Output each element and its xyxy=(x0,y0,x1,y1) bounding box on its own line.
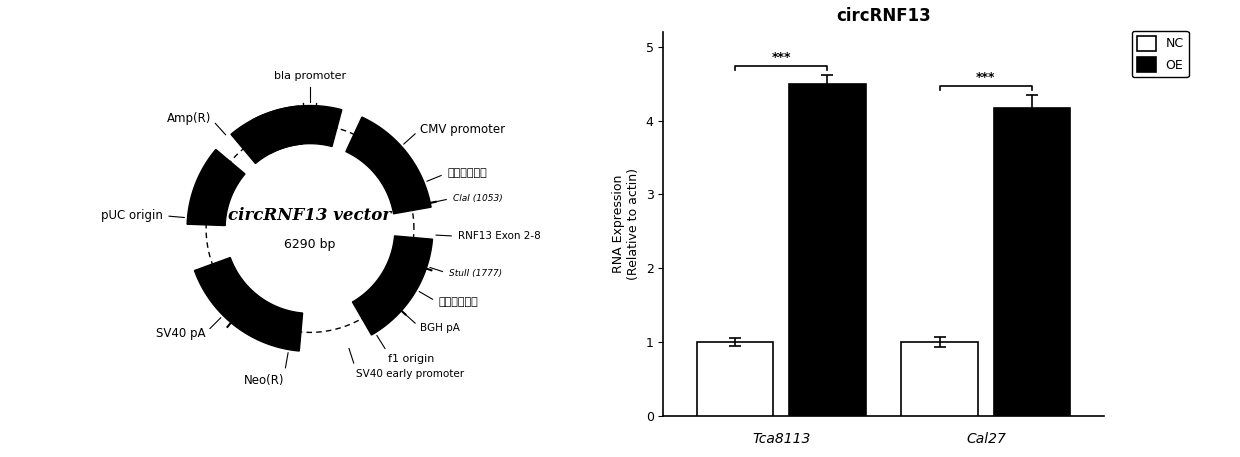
Text: Neo(R): Neo(R) xyxy=(244,374,284,387)
Text: RNF13 Exon 2-8: RNF13 Exon 2-8 xyxy=(458,231,541,241)
Text: pUC origin: pUC origin xyxy=(100,209,162,222)
Text: CMV promoter: CMV promoter xyxy=(420,123,505,136)
Text: ***: *** xyxy=(771,52,791,64)
Polygon shape xyxy=(320,106,337,144)
Text: f1 origin: f1 origin xyxy=(388,354,435,364)
Polygon shape xyxy=(352,236,433,335)
Bar xyxy=(697,342,774,416)
Text: 下游成环序列: 下游成环序列 xyxy=(438,298,477,308)
Text: ClaI (1053): ClaI (1053) xyxy=(453,194,502,203)
Y-axis label: RNA Expression
(Relative to actin): RNA Expression (Relative to actin) xyxy=(613,168,640,280)
Text: Cal27: Cal27 xyxy=(966,432,1006,446)
Bar xyxy=(789,84,866,416)
Text: BGH pA: BGH pA xyxy=(420,323,460,333)
Polygon shape xyxy=(201,264,236,286)
Bar xyxy=(993,108,1070,416)
Text: bla promoter: bla promoter xyxy=(274,70,346,80)
Polygon shape xyxy=(362,295,386,325)
Legend: NC, OE: NC, OE xyxy=(1132,31,1189,77)
Polygon shape xyxy=(231,106,342,164)
Text: circRNF13 vector: circRNF13 vector xyxy=(228,207,392,224)
Polygon shape xyxy=(391,191,427,211)
Text: 上游成环序列: 上游成环序列 xyxy=(448,168,487,178)
Polygon shape xyxy=(206,162,238,184)
Bar xyxy=(901,342,978,416)
Title: circRNF13: circRNF13 xyxy=(836,7,931,25)
Polygon shape xyxy=(187,149,246,226)
Text: SV40 pA: SV40 pA xyxy=(156,327,206,340)
Polygon shape xyxy=(346,117,432,214)
Text: StuII (1777): StuII (1777) xyxy=(449,269,502,278)
Text: SV40 early promoter: SV40 early promoter xyxy=(356,369,464,379)
Text: 6290 bp: 6290 bp xyxy=(284,238,336,251)
Text: Amp(R): Amp(R) xyxy=(166,112,211,125)
Text: ***: *** xyxy=(976,71,996,85)
Text: Tca8113: Tca8113 xyxy=(751,432,810,446)
Polygon shape xyxy=(195,258,303,351)
Polygon shape xyxy=(252,106,303,154)
